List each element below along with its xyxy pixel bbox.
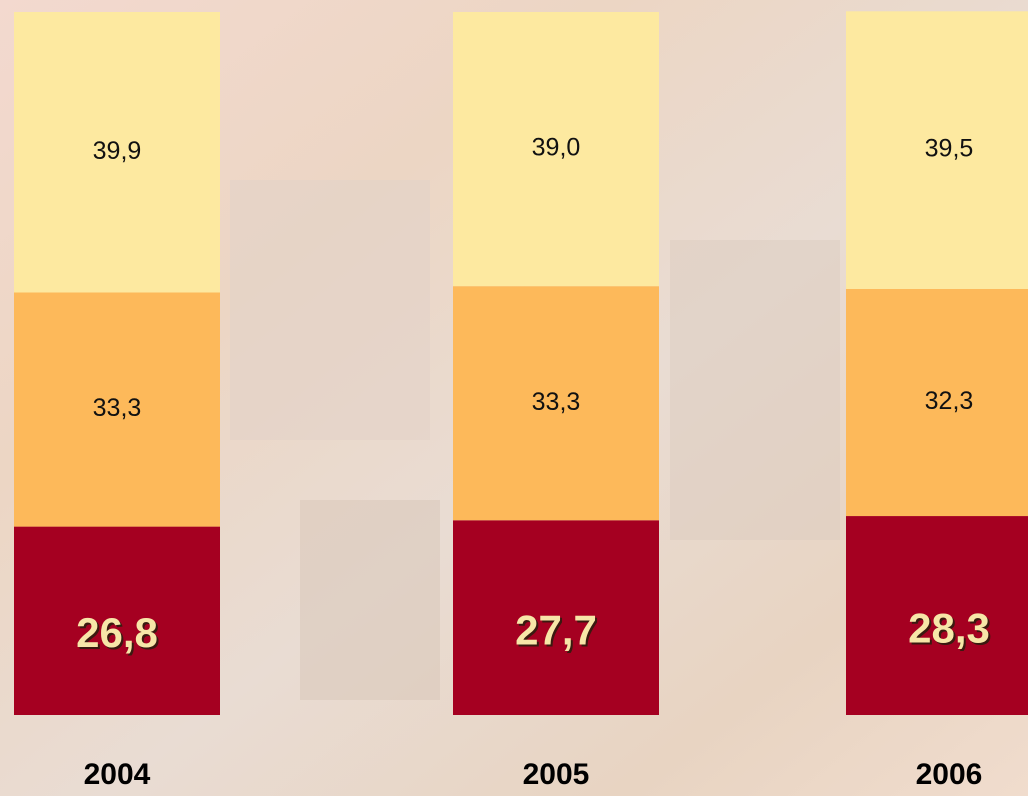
x-tick-label: 2005 — [523, 758, 590, 791]
bar-segment — [14, 12, 220, 293]
value-label: 32,3 — [925, 387, 974, 415]
value-label: 39,5 — [925, 135, 974, 163]
bar-segment — [14, 526, 220, 715]
x-tick-label: 2004 — [84, 758, 151, 791]
background-shape — [230, 180, 430, 440]
bar-segment — [846, 516, 1028, 715]
value-label: 27,7 — [515, 606, 597, 653]
bar-segment — [453, 286, 659, 521]
value-label: 33,3 — [93, 394, 142, 422]
bar-segment — [453, 12, 659, 287]
bar-segment — [846, 288, 1028, 517]
bar-segment — [453, 520, 659, 715]
value-label: 33,3 — [532, 388, 581, 416]
value-label: 39,0 — [532, 134, 581, 162]
x-tick-label: 2006 — [916, 758, 983, 791]
value-label: 26,8 — [76, 609, 158, 656]
value-label: 28,3 — [908, 605, 990, 652]
bar-segment — [14, 292, 220, 527]
background-shape — [300, 500, 440, 700]
bar-segment — [846, 11, 1028, 289]
background-shape — [670, 240, 840, 540]
value-label: 39,9 — [93, 137, 142, 165]
